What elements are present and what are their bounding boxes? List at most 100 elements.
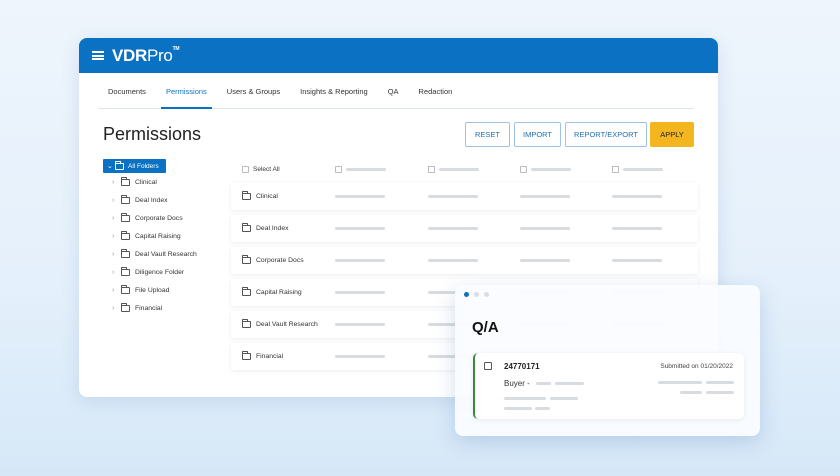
- folder-icon: [242, 255, 251, 264]
- row-label: Clinical: [256, 193, 278, 200]
- chevron-right-icon: ›: [112, 286, 115, 294]
- row-label: Financial: [256, 353, 284, 360]
- placeholder-bar: [706, 381, 734, 384]
- placeholder-bar: [428, 323, 478, 326]
- tree-item-label: Corporate Docs: [135, 214, 183, 222]
- placeholder-bar: [612, 195, 662, 198]
- folder-icon: [242, 223, 251, 232]
- chevron-right-icon: ›: [112, 196, 115, 204]
- placeholder-bar: [535, 407, 550, 410]
- pager-dot-active[interactable]: [464, 292, 469, 297]
- tab-insights-reporting[interactable]: Insights & Reporting: [300, 87, 368, 96]
- column-checkbox[interactable]: [612, 166, 619, 173]
- logo-light: Pro: [147, 45, 173, 65]
- placeholder-bar: [612, 227, 662, 230]
- qa-checkbox[interactable]: [484, 362, 492, 370]
- placeholder-bar: [612, 259, 662, 262]
- column-checkbox[interactable]: [335, 166, 342, 173]
- qa-buyer: Buyer -: [504, 379, 530, 388]
- tree-root-all-folders[interactable]: ⌄ All Folders: [103, 159, 166, 173]
- apply-button[interactable]: APPLY: [650, 122, 694, 147]
- table-row[interactable]: Clinical: [231, 183, 698, 210]
- column-checkbox[interactable]: [428, 166, 435, 173]
- chevron-right-icon: ›: [112, 268, 115, 276]
- chevron-right-icon: ›: [112, 232, 115, 240]
- qa-panel: Q/A 24770171 Submitted on 01/20/2022 Buy…: [455, 285, 760, 436]
- tab-bar: Documents Permissions Users & Groups Ins…: [98, 73, 694, 109]
- tree-item-label: Clinical: [135, 178, 157, 186]
- placeholder-bar: [428, 291, 478, 294]
- row-label: Capital Raising: [256, 289, 302, 296]
- tree-item[interactable]: › Clinical: [103, 173, 197, 191]
- table-row[interactable]: Corporate Docs: [231, 247, 698, 274]
- tree-item[interactable]: › Deal Vault Research: [103, 245, 197, 263]
- tree-root-label: All Folders: [128, 162, 159, 170]
- folder-icon: [121, 248, 130, 258]
- tree-item-label: Diligence Folder: [135, 268, 185, 276]
- placeholder-bar: [531, 168, 571, 171]
- placeholder-bar: [536, 382, 551, 385]
- logo-bold: VDR: [112, 45, 147, 65]
- placeholder-bar: [428, 355, 478, 358]
- placeholder-bar: [623, 168, 663, 171]
- chevron-right-icon: ›: [112, 214, 115, 222]
- folder-icon: [121, 194, 130, 204]
- placeholder-bar: [439, 168, 479, 171]
- placeholder-bar: [335, 323, 385, 326]
- table-row[interactable]: Deal Index: [231, 215, 698, 242]
- row-label: Corporate Docs: [256, 257, 304, 264]
- reset-button[interactable]: RESET: [465, 122, 510, 147]
- report-export-button[interactable]: REPORT/EXPORT: [565, 122, 647, 147]
- tab-qa[interactable]: QA: [387, 87, 399, 96]
- folder-open-icon: [115, 160, 124, 170]
- folder-icon: [121, 284, 130, 294]
- tree-item[interactable]: › File Upload: [103, 281, 197, 299]
- tab-redaction[interactable]: Redaction: [418, 87, 453, 96]
- folder-icon: [242, 191, 251, 200]
- tree-item-label: Deal Vault Research: [135, 250, 197, 258]
- placeholder-bar: [335, 291, 385, 294]
- tab-permissions[interactable]: Permissions: [156, 73, 217, 109]
- tree-item[interactable]: › Diligence Folder: [103, 263, 197, 281]
- folder-icon: [121, 302, 130, 312]
- placeholder-bar: [658, 381, 702, 384]
- placeholder-bar: [520, 195, 570, 198]
- qa-submitted-date: Submitted on 01/20/2022: [660, 363, 733, 370]
- folder-icon: [121, 230, 130, 240]
- placeholder-bar: [520, 227, 570, 230]
- folder-icon: [242, 287, 251, 296]
- placeholder-bar: [335, 195, 385, 198]
- placeholder-bar: [706, 391, 734, 394]
- folder-icon: [242, 319, 251, 328]
- tab-users-groups[interactable]: Users & Groups: [226, 87, 281, 96]
- placeholder-bar: [555, 382, 584, 385]
- select-all-checkbox[interactable]: [242, 166, 249, 173]
- tree-item-label: Deal Index: [135, 196, 168, 204]
- pager-dot[interactable]: [484, 292, 489, 297]
- folder-icon: [121, 176, 130, 186]
- tree-item[interactable]: › Capital Raising: [103, 227, 197, 245]
- tree-item[interactable]: › Corporate Docs: [103, 209, 197, 227]
- tree-item[interactable]: › Deal Index: [103, 191, 197, 209]
- qa-card[interactable]: 24770171 Submitted on 01/20/2022 Buyer -: [473, 353, 744, 419]
- chevron-right-icon: ›: [112, 304, 115, 312]
- tree-item-label: File Upload: [135, 286, 170, 294]
- placeholder-bar: [335, 227, 385, 230]
- menu-icon[interactable]: [92, 51, 104, 60]
- import-button[interactable]: IMPORT: [514, 122, 561, 147]
- column-checkbox[interactable]: [520, 166, 527, 173]
- folder-icon: [121, 212, 130, 222]
- qa-title: Q/A: [472, 319, 499, 336]
- placeholder-bar: [520, 259, 570, 262]
- tree-item[interactable]: › Financial: [103, 299, 197, 317]
- page-title: Permissions: [103, 124, 202, 144]
- placeholder-bar: [428, 195, 478, 198]
- tree-item-label: Financial: [135, 304, 163, 312]
- placeholder-bar: [550, 397, 578, 400]
- placeholder-bar: [335, 355, 385, 358]
- placeholder-bar: [504, 407, 532, 410]
- folder-tree: ⌄ All Folders › Clinical › Deal Index › Corpor…: [103, 159, 197, 317]
- placeholder-bar: [504, 397, 546, 400]
- tab-documents[interactable]: Documents: [108, 87, 146, 96]
- pager-dot[interactable]: [474, 292, 479, 297]
